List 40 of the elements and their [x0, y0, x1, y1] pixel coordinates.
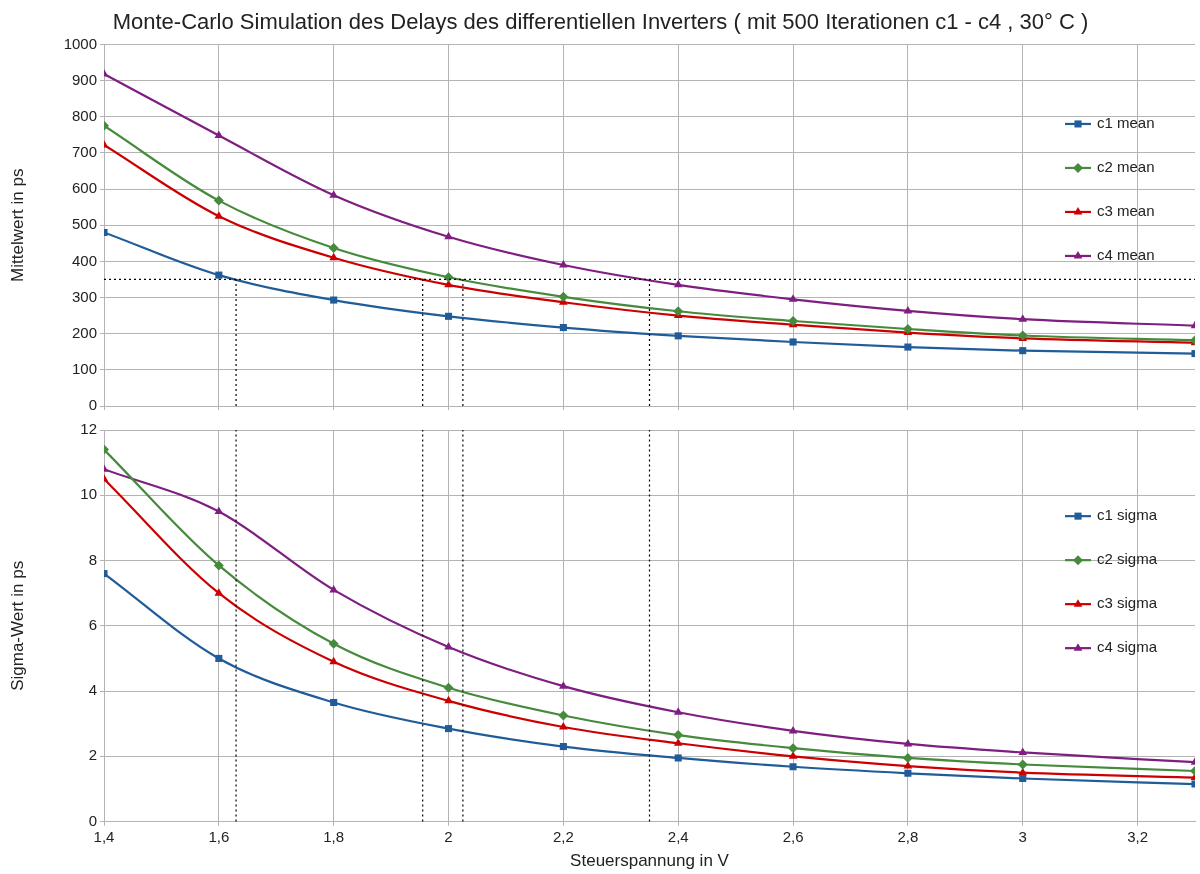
y-tick-label: 700: [71, 143, 97, 161]
y-tick-label: 1000: [63, 34, 97, 52]
x-tick-label: 2,2: [552, 827, 574, 845]
x-tick-label: 2,6: [782, 827, 804, 845]
y-axis-title: Mittelwert in ps: [7, 168, 27, 282]
y-tick-label: 400: [71, 251, 97, 269]
legend-label: c2 sigma: [1097, 550, 1158, 568]
y-tick-label: 0: [88, 396, 97, 414]
y-tick-label: 300: [71, 287, 97, 305]
x-axis-title: Steuerspannung in V: [570, 851, 730, 871]
y-tick-label: 100: [71, 359, 97, 377]
y-tick-label: 4: [88, 681, 97, 699]
x-tick-label: 3,2: [1127, 827, 1149, 845]
legend-label: c1 sigma: [1097, 506, 1158, 524]
x-tick-label: 1,6: [208, 827, 230, 845]
y-tick-label: 0: [88, 811, 97, 829]
y-axis-title: Sigma-Wert in ps: [7, 560, 27, 691]
chart-title: Monte-Carlo Simulation des Delays des differentiellen Inverters ( mit 500 Iterationen c1 - c4 , 30° C ): [112, 9, 1089, 35]
x-tick-label: 1,4: [93, 827, 115, 845]
legend-label: c4 sigma: [1097, 638, 1158, 656]
y-tick-label: 10: [80, 485, 97, 503]
y-tick-label: 800: [71, 106, 97, 124]
x-tick-label: 2: [444, 827, 453, 845]
legend-label: c1 mean: [1097, 114, 1155, 132]
legend-label: c3 sigma: [1097, 594, 1158, 612]
y-tick-label: 200: [71, 323, 97, 341]
legend-label: c4 mean: [1097, 246, 1155, 264]
y-tick-label: 2: [88, 746, 97, 764]
legend-label: c3 mean: [1097, 202, 1155, 220]
legend-label: c2 mean: [1097, 158, 1155, 176]
y-tick-label: 900: [71, 70, 97, 88]
x-tick-label: 3: [1018, 827, 1027, 845]
y-tick-label: 500: [71, 215, 97, 233]
y-tick-label: 6: [88, 615, 97, 633]
x-tick-label: 2,4: [667, 827, 689, 845]
x-tick-label: 1,8: [323, 827, 345, 845]
y-tick-label: 600: [71, 179, 97, 197]
y-tick-label: 8: [88, 550, 97, 568]
y-tick-label: 12: [80, 420, 97, 438]
x-tick-label: 2,8: [897, 827, 919, 845]
